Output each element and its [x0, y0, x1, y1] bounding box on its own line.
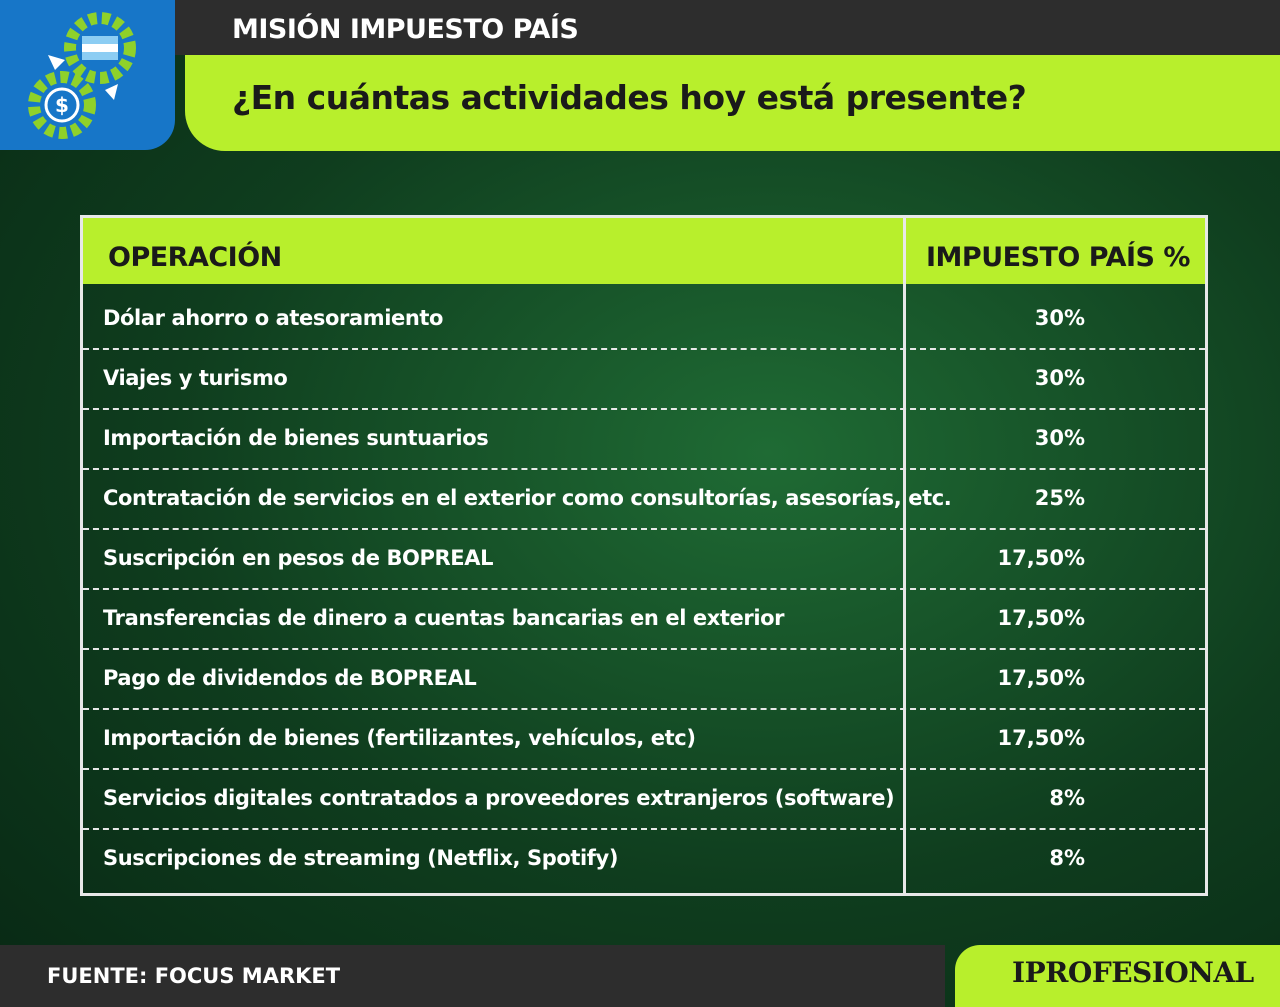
tax-rate: 30% [1034, 426, 1085, 450]
footer-bar [0, 945, 945, 1007]
logo: $ [0, 0, 175, 150]
operation: Transferencias de dinero a cuentas banca… [103, 606, 785, 630]
table-row: Servicios digitales contratados a provee… [83, 768, 1205, 828]
table-row: Importación de bienes suntuarios 30% [83, 408, 1205, 468]
tax-rate: 17,50% [997, 666, 1085, 690]
tax-rate: 30% [1034, 306, 1085, 330]
top-bar [0, 0, 1280, 55]
column-divider [903, 218, 906, 893]
operation: Pago de dividendos de BOPREAL [103, 666, 477, 690]
row-separator [83, 468, 1205, 470]
row-separator [83, 348, 1205, 350]
operation: Suscripciones de streaming (Netflix, Spo… [103, 846, 619, 870]
row-separator [83, 828, 1205, 830]
column-header: OPERACIÓN [83, 218, 903, 284]
tax-rate: 8% [1049, 786, 1085, 810]
brand: IPROFESIONAL [1012, 956, 1254, 989]
operation: Importación de bienes (fertilizantes, ve… [103, 726, 696, 750]
operation: Importación de bienes suntuarios [103, 426, 489, 450]
row-separator [83, 648, 1205, 650]
tax-rate: 17,50% [997, 606, 1085, 630]
tax-rate: 25% [1034, 486, 1085, 510]
row-separator [83, 408, 1205, 410]
svg-text:$: $ [55, 93, 69, 117]
row-separator [83, 528, 1205, 530]
table-row: Dólar ahorro o atesoramiento 30% [83, 288, 1205, 348]
title-band [185, 55, 1280, 151]
table-row: Transferencias de dinero a cuentas banca… [83, 588, 1205, 648]
table-row: Contratación de servicios en el exterior… [83, 468, 1205, 528]
tax-rate: 17,50% [997, 726, 1085, 750]
operation: Contratación de servicios en el exterior… [103, 486, 952, 510]
row-separator [83, 588, 1205, 590]
table-row: Pago de dividendos de BOPREAL 17,50% [83, 648, 1205, 708]
row-separator [83, 768, 1205, 770]
tax-rate: 8% [1049, 846, 1085, 870]
operation: Suscripción en pesos de BOPREAL [103, 546, 494, 570]
logo-icon: $ [28, 12, 136, 139]
row-separator [83, 708, 1205, 710]
operation: Viajes y turismo [103, 366, 288, 390]
source: FUENTE: FOCUS MARKET [47, 964, 341, 988]
operation: Dólar ahorro o atesoramiento [103, 306, 444, 330]
table-row: Suscripciones de streaming (Netflix, Spo… [83, 828, 1205, 888]
table: OPERACIÓN IMPUESTO PAÍS % Dólar ahorro o… [80, 215, 1208, 896]
table-row: Viajes y turismo 30% [83, 348, 1205, 408]
column-header: IMPUESTO PAÍS % [906, 218, 1205, 284]
kicker: MISIÓN IMPUESTO PAÍS [232, 14, 579, 45]
table-row: Suscripción en pesos de BOPREAL 17,50% [83, 528, 1205, 588]
tax-rate: 17,50% [997, 546, 1085, 570]
title: ¿En cuántas actividades hoy está present… [232, 78, 1027, 117]
operation: Servicios digitales contratados a provee… [103, 786, 895, 810]
tax-rate: 30% [1034, 366, 1085, 390]
brand-box [955, 945, 1280, 1007]
table-row: Importación de bienes (fertilizantes, ve… [83, 708, 1205, 768]
